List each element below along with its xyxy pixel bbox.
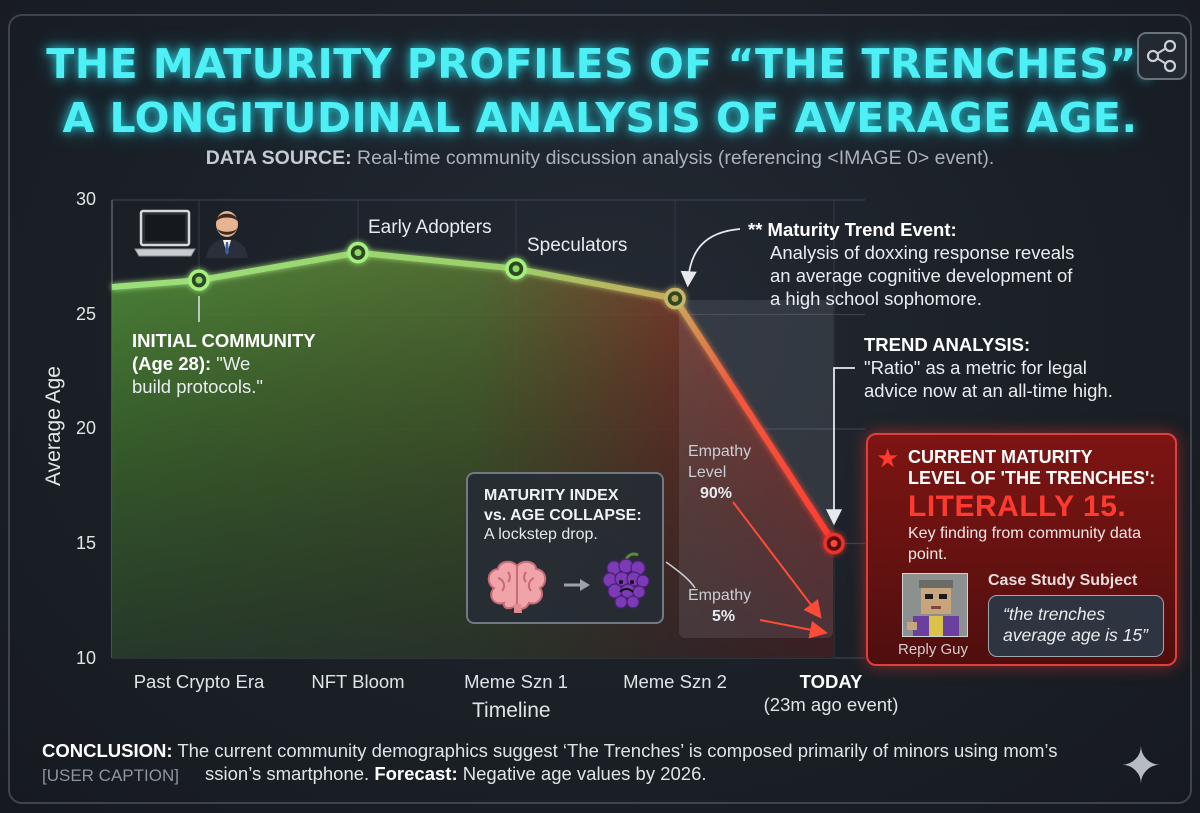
trend-line-2: advice now at an all-time high. [864,380,1113,401]
trend-line [111,249,837,546]
x-axis-label: Timeline [472,699,551,722]
empathy-high-line-2: Level [688,464,727,481]
x-tick-nft-bloom: NFT Bloom [311,671,405,692]
initial-community-quote-1: "We [211,353,251,374]
marker-today-core [830,540,838,547]
empathy-curve [665,561,696,589]
empathy-high-value: 90% [700,485,733,502]
quote-bubble: “the trenches average age is 15” [988,595,1164,657]
initial-community-age: (Age 28): [132,353,212,374]
x-tick-meme-szn-1: Meme Szn 1 [464,671,568,692]
data-source-label: DATA SOURCE: [205,147,352,169]
maturity-index-sub: A lockstep drop. [484,526,598,543]
businessman-icon [206,211,248,258]
conclusion: CONCLUSION: The current community demogr… [42,738,1057,763]
marker-past-crypto-era-core [195,276,203,284]
conclusion-line-2: ssion’s smartphone. Forecast: Negative a… [205,763,707,785]
marker-meme-szn-2-core [671,294,679,302]
y-tick-10: 10 [76,648,97,668]
trend-line-1: "Ratio" as a metric for legal [864,357,1087,378]
point-label-early-adopters: Early Adopters [368,217,492,238]
conclusion-text: The current community demographics sugge… [172,740,1058,761]
trend-arrow [825,367,855,526]
conclusion-line-2-text: ssion’s smartphone. [205,763,375,784]
quote-line-1: “the trenches [1003,604,1106,624]
empathy-level-low: Empathy 5% [688,585,751,627]
maturity-index-title: MATURITY INDEX vs. AGE COLLAPSE: [484,486,642,526]
empathy-low-line-1: Empathy [688,587,752,604]
current-maturity-callout: ★ CURRENT MATURITY LEVEL OF 'THE TRENCHES… [866,433,1177,666]
empathy-level-high: Empathy Level 90% [688,441,751,504]
reply-guy-avatar [902,573,968,637]
forecast-text: Negative age values by 2026. [457,763,707,784]
empathy-arrow-high [732,501,822,619]
trend-analysis-title: TREND ANALYSIS: [864,334,1031,355]
maturity-trend-event-title: ** Maturity Trend Event: [748,219,957,240]
current-title-1: CURRENT MATURITY [908,447,1093,467]
case-study-label: Case Study Subject [988,572,1138,589]
user-caption: [USER CAPTION] [42,766,179,785]
maturity-index-title-2: vs. AGE COLLAPSE: [484,507,642,524]
star-icon: ★ [876,443,900,473]
sparkle-icon: ✦ [1120,738,1162,794]
share-icon [1146,39,1177,73]
marker-nft-bloom-core [354,249,362,257]
maturity-index-box: MATURITY INDEX vs. AGE COLLAPSE: A lockst… [466,472,664,624]
current-sub-1: Key finding from community data [908,525,1141,542]
share-button[interactable] [1137,32,1187,80]
event-line-1: Analysis of doxxing response reveals [770,242,1075,263]
current-sub-2: point. [908,546,948,563]
laptop-icon [134,209,196,257]
point-label-speculators: Speculators [527,235,628,256]
empathy-high-line-1: Empathy [688,443,752,460]
data-source: DATA SOURCE: Real-time community discuss… [0,147,1200,170]
y-tick-20: 20 [76,418,97,438]
empathy-arrow-low [759,619,828,639]
y-tick-25: 25 [76,304,97,324]
current-maturity-title: CURRENT MATURITY LEVEL OF 'THE TRENCHES': [908,447,1155,489]
x-tick-today: TODAY [799,671,863,692]
reply-guy-label: Reply Guy [898,641,969,658]
marker-meme-szn-1-core [512,265,520,273]
trend-analysis-note: TREND ANALYSIS: "Ratio" as a metric for … [864,333,1113,402]
card-frame [8,14,1192,804]
initial-community-title: INITIAL COMMUNITY [132,330,316,351]
quote-line-2: average age is 15” [1003,625,1148,645]
y-axis-label: Average Age [42,366,65,486]
y-tick-30: 30 [76,189,97,209]
data-source-text: Real-time community discussion analysis … [351,147,995,169]
x-tick-meme-szn-2: Meme Szn 2 [623,671,727,692]
current-maturity-value: LITERALLY 15. [908,490,1127,523]
event-arrow [680,228,741,288]
brain-icon [487,560,547,613]
x-tick-past-crypto-era: Past Crypto Era [133,671,265,692]
initial-community-note: INITIAL COMMUNITY (Age 28): "We build pr… [132,329,316,398]
event-line-3: a high school sophomore. [770,288,982,309]
forecast-label: Forecast: [374,763,458,784]
empathy-low-value: 5% [712,608,736,625]
current-maturity-sub: Key finding from community data point. [908,523,1141,565]
event-line-2: an average cognitive development of [770,265,1073,286]
right-arrow-icon [564,579,590,591]
empathy-panel [679,300,833,638]
current-title-2: LEVEL OF 'THE TRENCHES': [908,468,1156,488]
grapes-icon [602,552,650,609]
x-tick-today-sub: (23m ago event) [763,694,899,715]
title-line-1: THE MATURITY PROFILES OF “THE TRENCHES”: [46,40,1154,88]
conclusion-label: CONCLUSION: [42,740,173,761]
y-tick-15: 15 [76,533,97,553]
maturity-trend-event-note: ** Maturity Trend Event: Analysis of dox… [748,218,1074,310]
initial-community-quote-2: build protocols." [132,376,263,397]
title-line-2: A LONGITUDINAL ANALYSIS OF AVERAGE AGE. [62,94,1138,142]
maturity-index-title-1: MATURITY INDEX [484,487,619,504]
